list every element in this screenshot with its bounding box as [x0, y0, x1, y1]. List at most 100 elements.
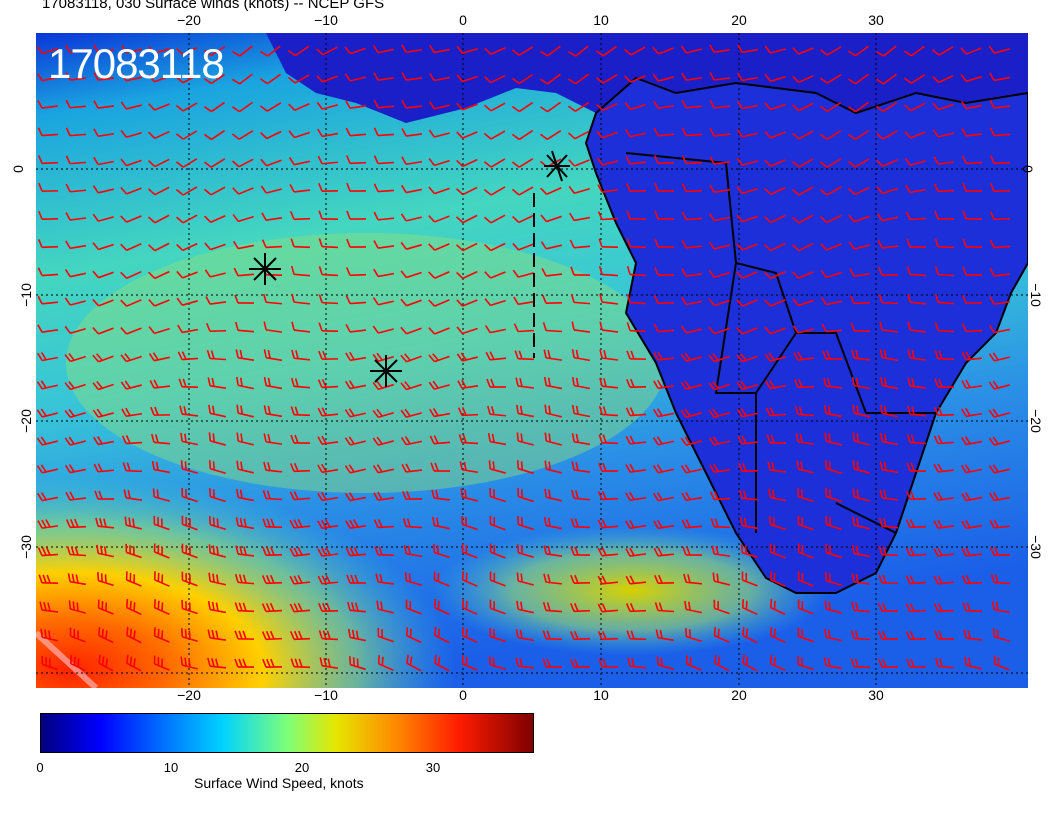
- wind-barb: [875, 130, 898, 140]
- wind-barb: [456, 352, 478, 362]
- wind-barb: [625, 547, 647, 557]
- wind-barb: [680, 352, 702, 362]
- wind-barb: [878, 546, 899, 557]
- wind-barb: [120, 270, 142, 280]
- wind-barb: [456, 214, 478, 224]
- wind-barb: [906, 658, 927, 668]
- wind-barb: [262, 518, 283, 528]
- wind-barb: [205, 296, 227, 305]
- wind-barb: [819, 101, 842, 113]
- wind-barb: [960, 47, 982, 55]
- wind-barb: [180, 656, 198, 670]
- wind-barb: [486, 378, 507, 388]
- wind-barb: [932, 74, 954, 84]
- wind-barb: [373, 155, 395, 165]
- wind-barb: [176, 46, 198, 56]
- wind-barb: [989, 491, 1011, 502]
- wind-barb: [69, 627, 86, 643]
- wind-barb: [429, 44, 451, 54]
- lon-tick-top: 10: [593, 12, 609, 28]
- wind-barb: [652, 46, 674, 55]
- wind-barb: [988, 464, 1010, 474]
- wind-barb: [511, 73, 534, 85]
- wind-barb: [736, 243, 758, 251]
- wind-barb: [429, 435, 451, 445]
- wind-barb: [742, 654, 758, 672]
- wind-barb: [681, 268, 703, 277]
- wind-barb: [599, 293, 619, 305]
- wind-barb: [318, 602, 339, 613]
- wind-barb: [511, 158, 534, 168]
- wind-barb: [708, 241, 730, 250]
- wind-barb: [769, 571, 786, 587]
- wind-barb: [653, 547, 675, 557]
- wind-barb: [738, 489, 759, 501]
- wind-barb: [624, 128, 646, 138]
- wind-barb: [400, 408, 422, 418]
- wind-barb: [460, 488, 478, 502]
- wind-barb: [317, 463, 339, 474]
- wind-barb: [764, 73, 786, 83]
- wind-barb: [64, 380, 86, 391]
- wind-barb: [819, 46, 842, 56]
- wind-barb: [204, 242, 226, 251]
- wind-barb: [960, 492, 983, 502]
- wind-barb: [793, 351, 815, 361]
- wind-barb: [456, 74, 478, 83]
- wind-barb: [793, 378, 815, 389]
- wind-barb: [208, 572, 226, 586]
- wind-barb: [741, 571, 758, 587]
- wind-barb: [317, 574, 339, 585]
- wind-barb: [98, 654, 114, 672]
- wind-barb: [263, 433, 283, 445]
- wind-barbs: [36, 44, 1011, 672]
- wind-barb: [960, 74, 982, 83]
- wind-barb: [764, 352, 786, 362]
- wind-barb: [824, 572, 842, 586]
- wind-barb: [878, 658, 899, 668]
- wind-barb: [850, 322, 871, 333]
- wind-barb: [64, 408, 86, 419]
- wind-barb: [709, 72, 731, 81]
- wind-barb: [714, 654, 730, 672]
- wind-barb: [404, 572, 422, 586]
- wind-barb: [150, 406, 171, 416]
- wind-barb: [878, 630, 899, 641]
- wind-barb: [148, 299, 170, 307]
- wind-barb: [153, 543, 170, 559]
- colorbar-tick: 10: [163, 760, 179, 775]
- wind-barb: [964, 656, 982, 670]
- wind-barb: [236, 432, 254, 446]
- wind-barb: [290, 238, 311, 249]
- wind-barb: [625, 575, 647, 585]
- wind-barb: [709, 127, 731, 137]
- wind-barb: [764, 186, 786, 196]
- wind-barb: [654, 602, 675, 613]
- timestamp-label: 17083118: [48, 40, 225, 87]
- wind-barb: [792, 298, 814, 307]
- wind-barb: [653, 519, 675, 530]
- wind-barb: [511, 101, 534, 113]
- wind-barb: [539, 101, 561, 113]
- wind-barb: [92, 185, 114, 194]
- wind-barb: [988, 45, 1010, 54]
- wind-barb: [175, 186, 198, 196]
- wind-barb: [906, 462, 927, 472]
- wind-barb: [567, 102, 590, 112]
- wind-barb: [37, 239, 59, 249]
- wind-barb: [709, 99, 731, 109]
- wind-barb: [181, 571, 198, 587]
- wind-barb: [291, 321, 311, 333]
- wind-barb: [375, 573, 395, 585]
- wind-barb: [120, 101, 142, 110]
- wind-barb: [148, 158, 170, 168]
- wind-barb: [511, 129, 534, 141]
- wind-barb: [681, 72, 703, 82]
- lat-tick-left: 0: [9, 165, 26, 173]
- wind-barb: [708, 298, 730, 307]
- country-borders: [625, 152, 936, 534]
- wind-barb: [373, 268, 395, 278]
- wind-barb: [181, 487, 198, 503]
- wind-barb: [36, 436, 58, 446]
- wind-barb: [65, 72, 87, 81]
